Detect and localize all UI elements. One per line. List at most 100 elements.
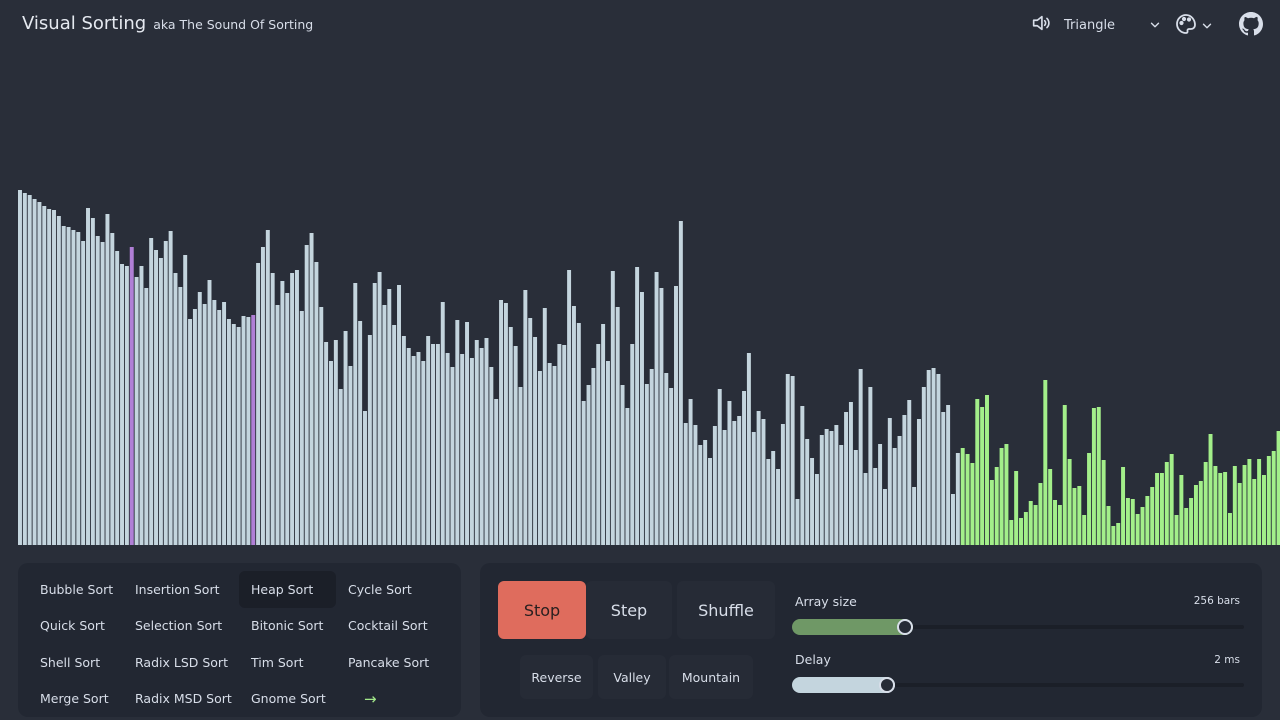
speaker-icon[interactable] [1030,12,1052,38]
waveform-label[interactable]: Triangle [1064,17,1116,33]
sorted-bar [1004,444,1009,545]
array-size-knob[interactable] [897,619,913,635]
sorted-bar [1213,466,1218,545]
bar [547,363,552,545]
bar [581,401,586,545]
bar [435,344,440,545]
sorted-bar [1247,459,1252,545]
delay-knob[interactable] [878,677,895,693]
algo-merge-sort[interactable]: Merge Sort [40,691,109,707]
bar [367,335,372,545]
algo-shell-sort[interactable]: Shell Sort [40,654,101,670]
mountain-button[interactable]: Mountain [669,655,753,699]
sorted-bar [1009,520,1014,545]
bar [37,202,42,545]
bar [951,494,955,545]
bar [839,445,844,545]
shuffle-button[interactable]: Shuffle [677,581,775,639]
bar [270,273,275,545]
sorted-bar [1125,498,1130,545]
bar [926,370,931,545]
delay-track[interactable] [792,683,1244,687]
bar [90,218,95,545]
algo-selection-sort[interactable]: Selection Sort [135,618,223,634]
bar [610,271,615,545]
algo-bubble-sort[interactable]: Bubble Sort [40,581,114,597]
bar [212,300,217,545]
bar [139,266,144,545]
algo-quick-sort[interactable]: Quick Sort [40,618,105,634]
chevron-down-icon[interactable] [1200,19,1214,33]
sorted-bar [1145,496,1150,545]
bar [474,340,479,545]
github-icon[interactable] [1239,12,1263,40]
algo-pancake-sort[interactable]: Pancake Sort [348,654,430,670]
algo-cocktail-sort[interactable]: Cocktail Sort [348,618,428,634]
array-size-value: 256 bars [1193,595,1240,607]
bar [197,292,202,545]
bar [280,281,285,545]
bar [518,387,523,545]
bar [226,319,231,545]
github-link[interactable] [1239,12,1263,40]
algo-gnome-sort[interactable]: Gnome Sort [251,691,326,707]
sound-selector[interactable]: Triangle [1030,12,1162,38]
bar [936,374,941,545]
sorted-bar [980,407,985,545]
bar [275,305,280,545]
chevron-down-icon[interactable] [1148,18,1162,32]
bar [955,453,960,545]
sorted-bar [1130,499,1135,545]
algo-tim-sort[interactable]: Tim Sort [251,654,304,670]
sorted-bar [1232,466,1237,545]
bar [844,412,849,545]
bar [22,193,27,545]
algorithm-grid: Bubble Sort Insertion Sort Heap Sort Cyc… [28,571,443,717]
algo-radix-msd-sort[interactable]: Radix MSD Sort [135,691,232,707]
bar [712,426,717,545]
bar [727,401,732,545]
bar [431,344,436,545]
bar [635,267,640,545]
bar [678,221,683,545]
bar [188,319,193,545]
array-size-track[interactable] [792,625,1244,629]
bar [605,361,610,545]
sorted-bar [1121,467,1126,545]
bar [406,348,411,545]
bar [586,385,591,545]
bar [47,209,52,545]
palette-icon[interactable] [1174,12,1198,40]
bar [615,307,620,545]
bar [42,206,47,545]
valley-button[interactable]: Valley [598,655,666,699]
algo-insertion-sort[interactable]: Insertion Sort [135,581,220,597]
bar [158,258,163,545]
step-button[interactable]: Step [586,581,672,639]
header: Visual Sorting aka The Sound Of Sorting … [0,0,1280,52]
algo-radix-lsd-sort[interactable]: Radix LSD Sort [135,654,228,670]
sorted-bar [1193,485,1198,545]
bar [231,324,236,545]
algo-heap-sort[interactable]: Heap Sort [239,571,336,608]
bar [571,306,576,545]
bar [32,199,37,545]
bar [941,412,946,545]
bar [810,458,815,545]
bar [392,325,397,545]
bar [18,190,22,545]
delay-label: Delay [795,652,831,667]
stop-button[interactable]: Stop [498,581,586,639]
algo-bitonic-sort[interactable]: Bitonic Sort [251,618,324,634]
reverse-button[interactable]: Reverse [520,655,593,699]
sorted-bar [1087,453,1092,545]
algo-cycle-sort[interactable]: Cycle Sort [348,581,412,597]
bar [163,241,168,545]
bar [703,440,708,545]
theme-selector[interactable] [1174,12,1214,40]
more-algorithms-arrow-icon[interactable]: → [364,689,377,708]
bar [168,231,173,545]
bar [669,388,674,545]
bar [649,369,654,545]
bar [780,424,785,545]
